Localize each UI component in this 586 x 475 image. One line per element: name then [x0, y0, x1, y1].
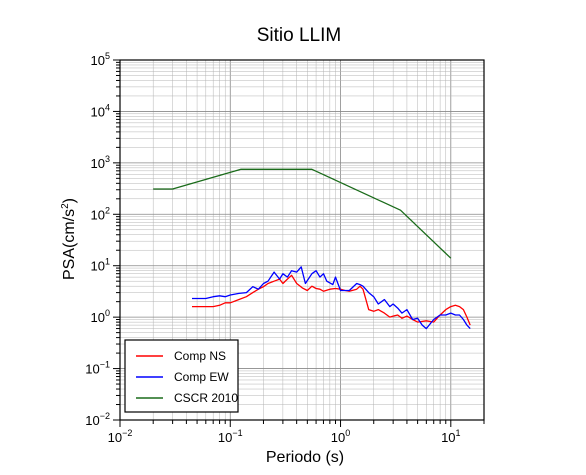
- y-tick-base: 10: [85, 413, 99, 428]
- series-line-comp-ew: [192, 266, 471, 330]
- x-tick-exp: −1: [232, 428, 242, 438]
- legend-label: CSCR 2010: [174, 391, 238, 405]
- x-tick-base: 10: [331, 430, 345, 445]
- legend-box: [124, 339, 239, 413]
- y-tick-exp: 3: [105, 154, 110, 164]
- plot-frame: [119, 59, 485, 421]
- x-tick-base: 10: [108, 430, 122, 445]
- y-tick-label: 105: [91, 51, 110, 68]
- y-axis-label: PSA(cm/s2): [60, 198, 78, 280]
- y-axis-label-tail: ): [61, 198, 78, 203]
- y-axis-label-base: PSA(cm/s: [61, 209, 78, 280]
- x-axis-label: Periodo (s): [266, 449, 344, 466]
- y-tick-base: 10: [91, 156, 105, 171]
- y-tick-label: 10−2: [85, 411, 110, 428]
- series-line-cscr-2010: [153, 168, 452, 259]
- x-tick-label: 10−2: [108, 428, 133, 445]
- x-tick-exp: 1: [456, 428, 461, 438]
- y-tick-base: 10: [85, 362, 99, 377]
- legend: Comp NS Comp EW CSCR 2010: [124, 339, 239, 413]
- y-tick-label: 103: [91, 154, 110, 171]
- x-tick-exp: −2: [122, 428, 132, 438]
- x-tick-base: 10: [218, 430, 232, 445]
- x-tick-label: 10−1: [218, 428, 243, 445]
- y-tick-label: 10−1: [85, 360, 110, 377]
- y-axis-label-sup: 2: [60, 203, 71, 209]
- y-tick-exp: 2: [105, 205, 110, 215]
- x-tick-labels: 10−2 10−1 100 101: [108, 428, 461, 445]
- data-series: [153, 168, 471, 330]
- y-tick-base: 10: [91, 53, 105, 68]
- y-tick-base: 10: [91, 207, 105, 222]
- legend-label: Comp NS: [174, 349, 226, 363]
- y-tick-base: 10: [91, 104, 105, 119]
- x-tick-label: 101: [441, 428, 460, 445]
- y-tick-exp: 1: [105, 257, 110, 267]
- chart-title: Sitio LLIM: [257, 25, 341, 46]
- x-tick-label: 100: [331, 428, 350, 445]
- y-tick-label: 102: [91, 205, 110, 222]
- legend-label: Comp EW: [174, 370, 229, 384]
- grid: [119, 59, 485, 421]
- y-tick-label: 101: [91, 257, 110, 274]
- y-tick-base: 10: [91, 259, 105, 274]
- y-tick-label: 100: [91, 308, 110, 325]
- y-tick-base: 10: [91, 310, 105, 325]
- y-tick-exp: 5: [105, 51, 110, 61]
- axis-ticks: [113, 59, 485, 427]
- x-tick-base: 10: [441, 430, 455, 445]
- y-tick-label: 104: [91, 102, 110, 119]
- series-line-comp-ns: [192, 274, 471, 326]
- x-tick-exp: 0: [345, 428, 350, 438]
- y-tick-exp: −1: [100, 360, 110, 370]
- y-tick-exp: 0: [105, 308, 110, 318]
- y-tick-exp: −2: [100, 411, 110, 421]
- y-tick-exp: 4: [105, 102, 110, 112]
